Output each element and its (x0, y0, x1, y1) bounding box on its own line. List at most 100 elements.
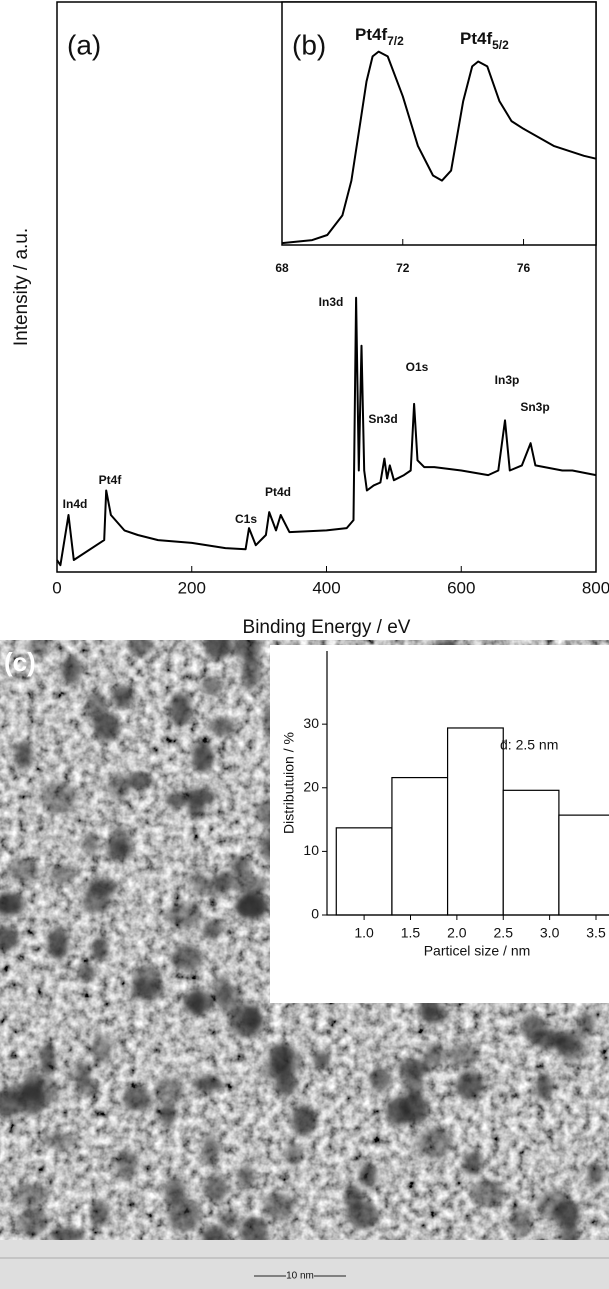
particle (154, 1076, 184, 1104)
particle (110, 825, 129, 857)
particle (192, 741, 214, 773)
bar (446, 727, 504, 916)
particle (90, 1200, 109, 1227)
particle (577, 1012, 596, 1037)
particle (48, 866, 78, 884)
particle (39, 1044, 57, 1075)
x-tick-label: 0 (52, 578, 61, 597)
particle (8, 859, 40, 882)
peak-label: Pt4f7/2 (355, 25, 404, 48)
particle (208, 718, 236, 737)
particle (204, 874, 223, 899)
particle (510, 1207, 531, 1237)
particle (192, 1075, 224, 1093)
particle (521, 1014, 546, 1041)
particle (42, 781, 77, 815)
x-tick-label: 76 (517, 261, 531, 275)
particle (344, 1184, 364, 1212)
peak-label-main: Pt4f (460, 29, 492, 48)
y-tick-label: 0 (311, 906, 319, 922)
particle (535, 1074, 553, 1101)
particle (262, 1192, 296, 1220)
particle (270, 1045, 302, 1076)
panel-label: (b) (292, 29, 326, 60)
particle (108, 774, 131, 800)
x-tick-label: 3.0 (540, 925, 560, 941)
peak-label: C1s (235, 512, 257, 526)
peak-label: In4d (63, 497, 88, 511)
x-tick-label: 600 (447, 578, 475, 597)
particle (49, 1227, 85, 1240)
x-tick-label: 72 (396, 261, 410, 275)
particle (61, 655, 82, 684)
particle (204, 640, 233, 659)
particle (0, 1089, 21, 1118)
x-tick-label: 68 (275, 261, 289, 275)
particle (86, 691, 108, 721)
particle (446, 1043, 479, 1067)
particle (201, 920, 223, 939)
peak-label: Sn3d (368, 412, 397, 426)
plot-background (282, 2, 596, 245)
particle (230, 856, 252, 877)
particle (201, 676, 223, 694)
x-tick-label: 2.0 (447, 925, 467, 941)
bar (391, 776, 449, 916)
particle (91, 937, 108, 962)
particle (0, 926, 19, 952)
mean-size-label: d̄: 2.5 nm (500, 737, 558, 753)
bar (335, 827, 393, 916)
peak-label-sub: 7/2 (387, 34, 404, 48)
particle (166, 792, 187, 809)
particle (112, 685, 134, 709)
particle (274, 1074, 297, 1095)
peak-label: Pt4d (265, 485, 291, 499)
peak-label: In3d (319, 295, 344, 309)
particle (17, 1206, 49, 1238)
particle (93, 712, 121, 741)
particle (241, 655, 261, 689)
particle (187, 797, 205, 820)
particle (463, 1151, 483, 1176)
particle (128, 640, 153, 658)
x-tick-label: 1.0 (354, 925, 374, 941)
particle (369, 1067, 392, 1091)
particle (24, 1070, 44, 1104)
bar (558, 814, 609, 916)
particle (204, 1176, 228, 1202)
peak-label-sub: 5/2 (492, 38, 509, 52)
particle (284, 1141, 302, 1166)
scale-bar-label: 10 nm (286, 1271, 314, 1282)
line (281, 50, 597, 245)
particle (41, 1132, 77, 1149)
particle (586, 1164, 604, 1185)
particle (82, 833, 100, 854)
particle (237, 1165, 255, 1188)
particle (291, 1105, 317, 1135)
y-tick-label: 10 (303, 842, 319, 858)
particle (236, 892, 269, 920)
particle (181, 990, 214, 1015)
particle (159, 1102, 177, 1127)
particle (400, 1093, 429, 1124)
particle (424, 1044, 445, 1066)
particle (190, 870, 208, 895)
particle (172, 944, 203, 972)
particle (82, 886, 112, 914)
particle (202, 1134, 219, 1168)
particle (125, 772, 154, 790)
x-tick-label: 3.5 (586, 925, 606, 941)
y-axis-label: Intensity / a.u. (11, 228, 32, 346)
particle (28, 640, 50, 658)
peak-label: In3p (495, 373, 520, 387)
peak-label: Pt4f (99, 473, 123, 487)
particle (358, 1163, 379, 1188)
y-axis-label: Distributuion / % (281, 732, 297, 834)
particle (218, 1211, 239, 1229)
scale-bar-gap (286, 1270, 314, 1282)
particle (417, 1126, 452, 1160)
plot-frame (281, 1, 597, 246)
x-tick-label: 2.5 (494, 925, 514, 941)
